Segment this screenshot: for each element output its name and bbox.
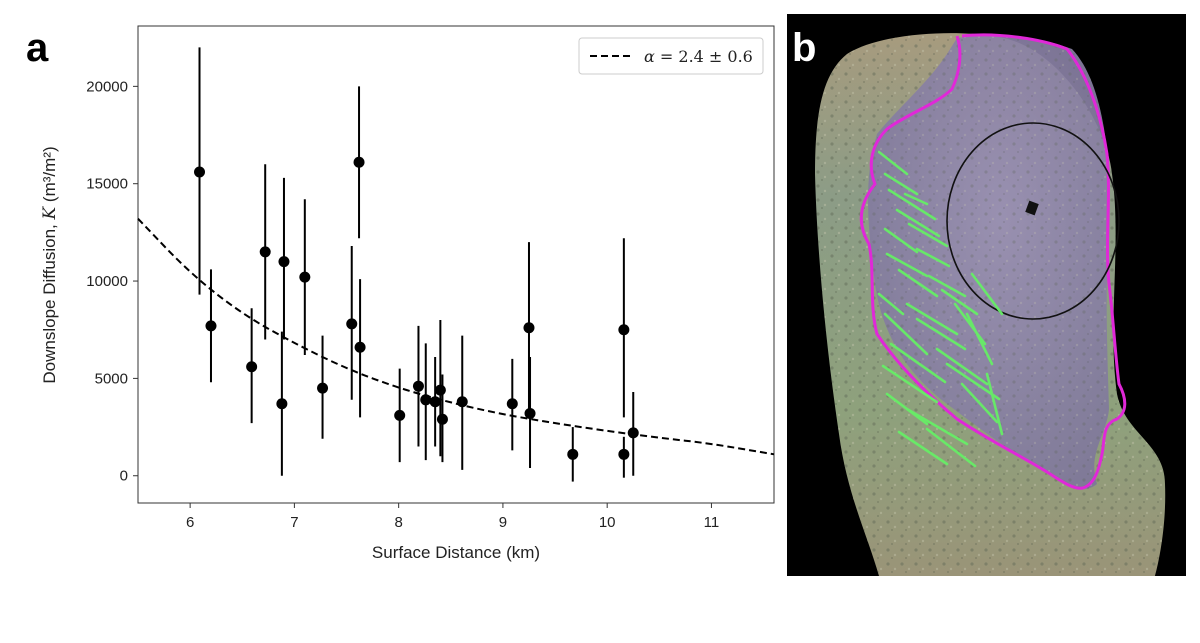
data-point [436, 413, 448, 425]
data-point [523, 322, 535, 334]
data-point [346, 318, 358, 330]
legend-label-value: = 2.4 ± 0.6 [655, 47, 753, 66]
data-point [627, 427, 639, 439]
legend-label: α = 2.4 ± 0.6 [644, 47, 753, 66]
data-point [434, 384, 446, 396]
data-point [567, 448, 579, 460]
x-tick-label: 11 [704, 514, 720, 531]
y-axis-title-var: K [40, 206, 60, 221]
legend-box [578, 37, 764, 75]
data-point [354, 341, 366, 353]
legend: α = 2.4 ± 0.6 [578, 37, 764, 75]
y-tick-label: 0 [120, 468, 128, 485]
panel-b-label: b [792, 26, 817, 70]
data-point [194, 166, 206, 178]
x-axis-title: Surface Distance (km) [372, 543, 540, 562]
y-axis-title-unit: (m³/m²) [40, 146, 59, 206]
crater-outline [946, 122, 1120, 320]
x-tick-label: 9 [499, 514, 507, 531]
data-point [299, 271, 311, 283]
data-point [246, 361, 258, 373]
data-point [394, 409, 406, 421]
y-tick-label: 20000 [86, 78, 128, 95]
x-tick-label: 7 [290, 514, 298, 531]
y-tick-label: 15000 [86, 176, 128, 193]
fit-curve-layer [137, 218, 775, 456]
y-axis-title: Downslope Diffusion, K (m³/m²) [40, 146, 60, 383]
data-point [524, 407, 536, 419]
point-layer [194, 156, 639, 460]
data-point [278, 256, 290, 268]
data-point [259, 246, 271, 258]
y-tick-label: 10000 [86, 273, 128, 290]
x-tick-label: 8 [394, 514, 402, 531]
axes [137, 25, 775, 504]
data-point [618, 324, 630, 336]
x-tick-label: 10 [599, 514, 616, 531]
data-point [429, 396, 441, 408]
errorbar-layer [198, 47, 635, 482]
purple-region-texture [868, 35, 1110, 489]
data-point [353, 156, 365, 168]
plot-frame [137, 25, 775, 504]
y-tick-label: 5000 [95, 370, 128, 387]
data-point [317, 382, 329, 394]
scatter-chart: 6 7 8 9 10 11 0 5000 10000 15000 20000 Surface Dis… [40, 25, 775, 562]
data-point [276, 398, 288, 410]
data-point [412, 380, 424, 392]
asteroid-map-image [787, 14, 1186, 576]
dark-spot [1025, 200, 1039, 216]
panel-a-label: a [26, 26, 49, 70]
ticks: 6 7 8 9 10 11 0 5000 10000 15000 20000 [86, 78, 719, 531]
x-tick-label: 6 [186, 514, 194, 531]
data-point [618, 448, 630, 460]
y-axis-title-prefix: Downslope Diffusion, [40, 220, 59, 384]
data-point [205, 320, 217, 332]
legend-label-var: α [644, 47, 655, 66]
data-point [456, 396, 468, 408]
magenta-boundary [859, 33, 1127, 490]
data-point [420, 394, 432, 406]
lineaments [877, 150, 1004, 468]
fit-curve [137, 218, 775, 456]
data-point [506, 398, 518, 410]
